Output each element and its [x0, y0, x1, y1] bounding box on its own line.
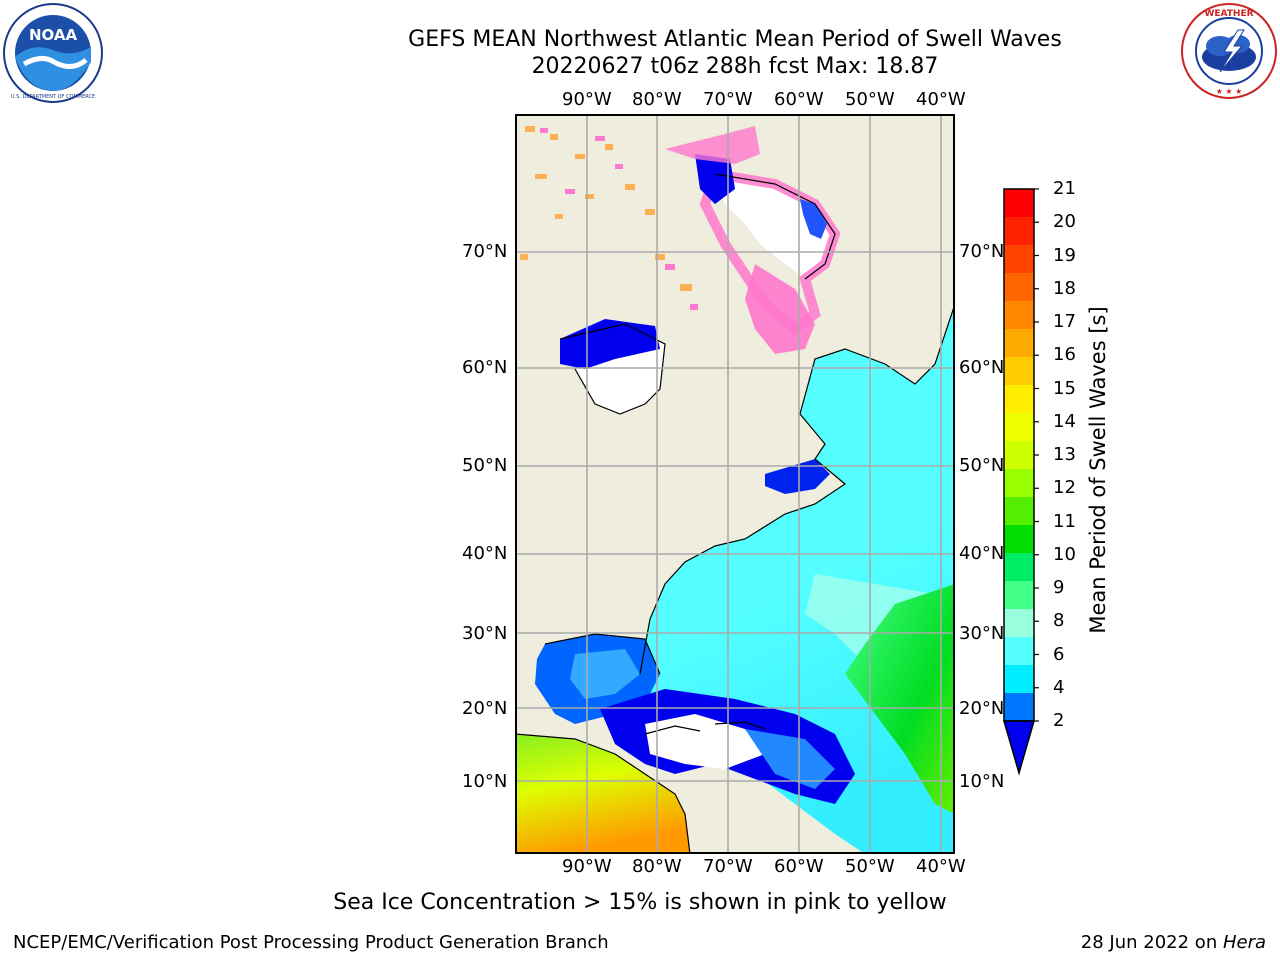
lat-label-right-20n: 20°N — [959, 698, 1005, 719]
lat-label-right-10n: 10°N — [959, 771, 1005, 792]
lat-label-left-60n: 60°N — [462, 357, 508, 378]
arctic-ice-speckles — [520, 126, 692, 291]
lon-label-bottom-90w: 90°W — [562, 856, 612, 877]
colorbar-segment — [1004, 609, 1034, 638]
chart-subtitle: 20220627 t06z 288h fcst Max: 18.87 — [531, 54, 939, 79]
lat-label-left-10n: 10°N — [462, 771, 508, 792]
arctic-ice-pink — [540, 128, 698, 310]
lat-label-left-40n: 40°N — [462, 543, 508, 564]
chart-title: GEFS MEAN Northwest Atlantic Mean Period… — [408, 27, 1062, 52]
sea-ice-caption: Sea Ice Concentration > 15% is shown in … — [333, 890, 947, 915]
colorbar-segment — [1004, 357, 1034, 386]
lat-label-right-70n: 70°N — [959, 241, 1005, 262]
colorbar-tick-label: 13 — [1053, 444, 1076, 465]
machine-name: Hera — [1222, 932, 1266, 953]
colorbar-segment — [1004, 693, 1034, 722]
svg-text:WEATHER: WEATHER — [1204, 9, 1253, 19]
colorbar-tick-label: 2 — [1053, 710, 1065, 731]
labrador-sea-blue — [800, 199, 827, 239]
colorbar-segment — [1004, 413, 1034, 442]
svg-text:★ ★ ★: ★ ★ ★ — [1216, 87, 1243, 96]
map-panel — [515, 114, 955, 854]
colorbar-tick-label: 17 — [1053, 311, 1076, 332]
colorbar-tick-label: 19 — [1053, 244, 1076, 266]
credit-line: NCEP/EMC/Verification Post Processing Pr… — [13, 932, 609, 953]
colorbar-segment — [1004, 525, 1034, 554]
lat-label-left-70n: 70°N — [462, 241, 508, 262]
colorbar-tick-label: 10 — [1053, 543, 1076, 565]
lat-label-right-50n: 50°N — [959, 455, 1005, 476]
colorbar-segment — [1004, 189, 1034, 218]
colorbar-segment — [1004, 441, 1034, 470]
colorbar-title: Mean Period of Swell Waves [s] — [1086, 306, 1110, 634]
hudson-bay-blue — [560, 319, 660, 369]
graticule — [515, 114, 955, 854]
lat-label-left-30n: 30°N — [462, 623, 508, 644]
gulf-st-lawrence — [765, 459, 830, 494]
date-text: 28 Jun 2022 on — [1080, 932, 1223, 953]
north-ice-edge — [665, 126, 760, 164]
colorbar-segment — [1004, 301, 1034, 330]
nws-logo: WEATHER ★ ★ ★ — [1180, 2, 1278, 100]
svg-text:U.S. DEPARTMENT OF COMMERCE: U.S. DEPARTMENT OF COMMERCE — [11, 94, 95, 100]
colorbar-tick-label: 12 — [1053, 477, 1076, 499]
colorbar-segment — [1004, 217, 1034, 246]
caribbean-white — [645, 714, 765, 769]
colorbar-tick-label: 8 — [1053, 610, 1065, 632]
colorbar-segment — [1004, 469, 1034, 498]
colorbar-extend-arrow — [1003, 720, 1035, 776]
lat-label-right-60n: 60°N — [959, 357, 1005, 378]
lon-label-top-60w: 60°W — [774, 89, 824, 110]
colorbar-tick-label: 21 — [1053, 178, 1076, 199]
colorbar-segment — [1004, 665, 1034, 694]
davis-strait-ice — [745, 264, 815, 354]
colorbar-tick-label: 4 — [1053, 676, 1065, 698]
lon-label-bottom-70w: 70°W — [703, 856, 753, 877]
lon-label-top-50w: 50°W — [845, 89, 895, 110]
colorbar-segment — [1004, 273, 1034, 302]
lon-label-bottom-40w: 40°W — [916, 856, 966, 877]
lon-label-top-40w: 40°W — [916, 89, 966, 110]
lat-label-left-50n: 50°N — [462, 455, 508, 476]
colorbar-segment — [1004, 637, 1034, 666]
colorbar-tick-label: 9 — [1053, 577, 1065, 598]
lon-label-bottom-80w: 80°W — [632, 856, 682, 877]
lon-label-top-70w: 70°W — [703, 89, 753, 110]
swell-field-10s — [845, 584, 955, 814]
colorbar-tick-label: 20 — [1053, 211, 1076, 233]
lon-label-top-90w: 90°W — [562, 89, 612, 110]
colorbar-tick-label: 11 — [1053, 510, 1076, 532]
colorbar-segment — [1004, 553, 1034, 582]
colorbar-segment — [1004, 497, 1034, 526]
lat-label-right-30n: 30°N — [959, 623, 1005, 644]
colorbar-segment — [1004, 581, 1034, 610]
colorbar-tick-label: 18 — [1053, 277, 1076, 299]
foxe-basin-blue — [695, 154, 735, 204]
colorbar-tick-label: 16 — [1053, 344, 1076, 366]
svg-text:NOAA: NOAA — [29, 26, 78, 44]
colorbar-segment — [1004, 245, 1034, 274]
lat-label-right-40n: 40°N — [959, 543, 1005, 564]
date-line: 28 Jun 2022 on Hera — [1081, 932, 1266, 953]
lon-label-bottom-60w: 60°W — [774, 856, 824, 877]
colorbar — [1003, 188, 1039, 776]
lat-label-left-20n: 20°N — [462, 698, 508, 719]
lon-label-bottom-50w: 50°W — [845, 856, 895, 877]
colorbar-tick-label: 14 — [1053, 410, 1076, 432]
colorbar-segment — [1004, 329, 1034, 358]
south-america-field — [515, 734, 690, 854]
caribbean-blue — [745, 729, 835, 789]
lon-label-top-80w: 80°W — [632, 89, 682, 110]
colorbar-segment — [1004, 385, 1034, 414]
colorbar-tick-label: 15 — [1053, 377, 1076, 399]
noaa-logo: NOAA U.S. DEPARTMENT OF COMMERCE — [2, 2, 104, 104]
colorbar-tick-label: 6 — [1053, 643, 1065, 665]
